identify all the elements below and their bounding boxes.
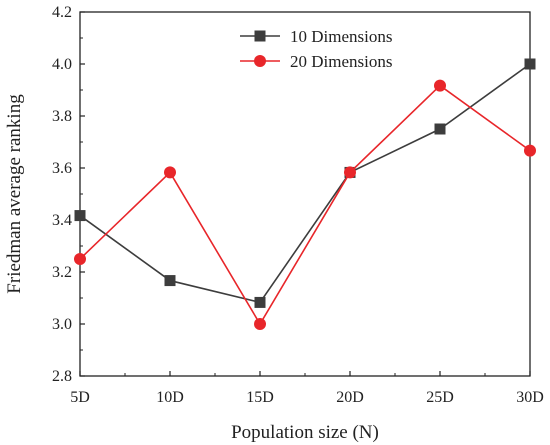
legend: 10 Dimensions 20 Dimensions xyxy=(240,27,392,71)
x-tick-label: 30D xyxy=(516,389,544,406)
plot-area: 2.8 3.0 3.2 3.4 3.6 3.8 4.0 4.2 5D 10D 15D 20D 25D 3… xyxy=(52,4,544,406)
data-point xyxy=(74,210,86,222)
x-tick-label: 25D xyxy=(426,389,454,406)
legend-item: 20 Dimensions xyxy=(240,52,392,71)
data-point xyxy=(434,123,446,135)
data-point xyxy=(164,275,176,287)
series-line xyxy=(79,63,531,304)
y-tick-label: 3.2 xyxy=(52,264,72,281)
data-point xyxy=(524,144,536,157)
series-1 xyxy=(74,58,536,308)
x-axis-title: Population size (N) xyxy=(231,422,379,443)
series-line xyxy=(79,84,531,326)
data-point xyxy=(434,79,446,92)
y-tick-label: 3.6 xyxy=(52,160,72,177)
y-tick-label: 3.0 xyxy=(52,316,72,333)
y-axis-title: Friedman average ranking xyxy=(4,94,25,294)
x-tick-label: 15D xyxy=(246,389,274,406)
legend-marker xyxy=(254,55,266,67)
legend-marker xyxy=(254,30,266,42)
x-tick-label: 5D xyxy=(70,389,90,406)
y-tick-label: 3.8 xyxy=(52,108,72,125)
x-axis-ticks: 5D 10D 15D 20D 25D 30D xyxy=(70,371,544,406)
series-2 xyxy=(74,79,536,330)
data-point xyxy=(164,166,176,179)
x-tick-label: 10D xyxy=(156,389,184,406)
data-point xyxy=(254,318,266,330)
y-tick-label: 4.0 xyxy=(52,56,72,73)
legend-label: 20 Dimensions xyxy=(290,52,392,71)
series-layer xyxy=(74,58,536,330)
x-tick-label: 20D xyxy=(336,389,364,406)
data-point xyxy=(74,253,86,265)
data-point xyxy=(344,166,356,179)
data-point xyxy=(524,58,536,70)
y-tick-label: 4.2 xyxy=(52,4,72,21)
y-tick-label: 2.8 xyxy=(52,368,72,385)
legend-item: 10 Dimensions xyxy=(240,27,392,46)
data-point xyxy=(254,296,266,308)
y-tick-label: 3.4 xyxy=(52,212,72,229)
legend-label: 10 Dimensions xyxy=(290,27,392,46)
